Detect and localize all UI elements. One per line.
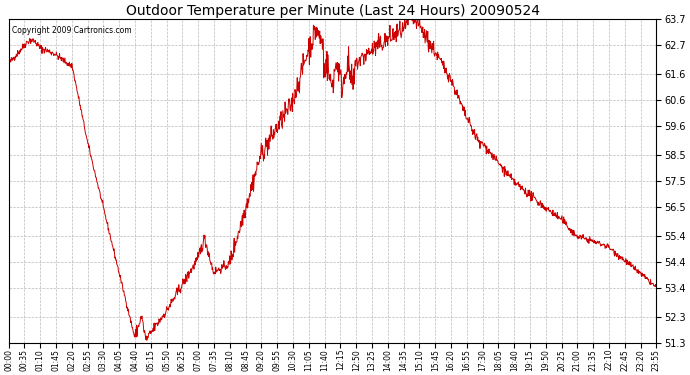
Text: Copyright 2009 Cartronics.com: Copyright 2009 Cartronics.com [12,26,132,35]
Title: Outdoor Temperature per Minute (Last 24 Hours) 20090524: Outdoor Temperature per Minute (Last 24 … [126,4,540,18]
